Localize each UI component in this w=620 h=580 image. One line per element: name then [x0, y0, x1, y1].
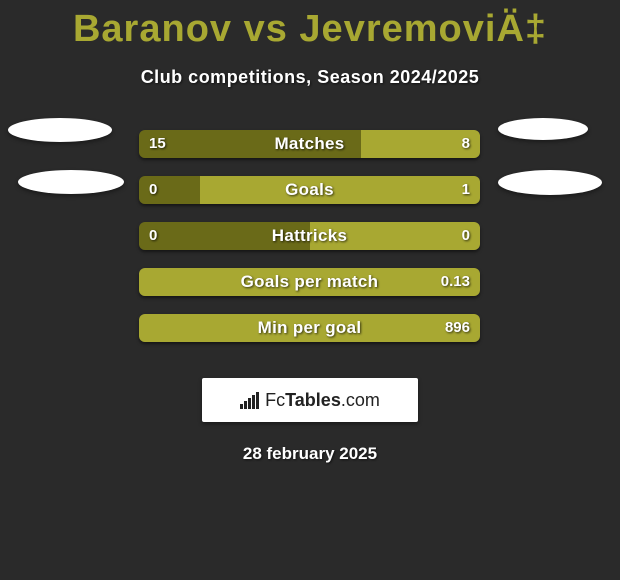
stat-bar: 158Matches	[139, 130, 480, 158]
placeholder-ellipse-left	[8, 118, 112, 142]
brand-text: FcTables.com	[265, 390, 380, 411]
date-text: 28 february 2025	[0, 444, 620, 464]
placeholder-ellipse-left	[18, 170, 124, 194]
stat-row: 01Goals	[0, 176, 620, 222]
stat-label: Goals	[139, 176, 480, 204]
page-title: Baranov vs JevremoviÄ‡	[0, 0, 620, 51]
brand-box: FcTables.com	[202, 378, 418, 422]
stat-bar: 00Hattricks	[139, 222, 480, 250]
stat-label: Goals per match	[139, 268, 480, 296]
stat-bar: 01Goals	[139, 176, 480, 204]
stat-row: 158Matches	[0, 130, 620, 176]
stat-row: 896Min per goal	[0, 314, 620, 360]
stat-label: Matches	[139, 130, 480, 158]
stat-label: Min per goal	[139, 314, 480, 342]
stat-row: 00Hattricks	[0, 222, 620, 268]
placeholder-ellipse-right	[498, 170, 602, 195]
chart-icon	[240, 391, 259, 409]
placeholder-ellipse-right	[498, 118, 588, 140]
stat-rows: 158Matches 01Goals 00Hattricks 0.13Goals pe…	[0, 130, 620, 360]
stat-label: Hattricks	[139, 222, 480, 250]
stat-row: 0.13Goals per match	[0, 268, 620, 314]
page-subtitle: Club competitions, Season 2024/2025	[0, 67, 620, 88]
stat-bar: 0.13Goals per match	[139, 268, 480, 296]
stat-bar: 896Min per goal	[139, 314, 480, 342]
